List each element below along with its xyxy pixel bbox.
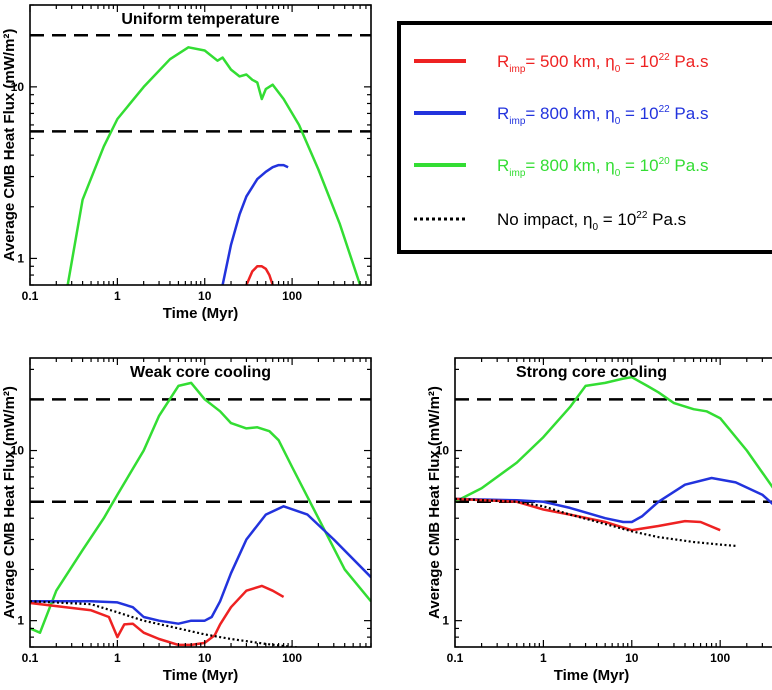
legend-text-sup: 22 [636,210,648,221]
legend-text-sub-a: imp [509,64,526,75]
chart-title: Strong core cooling [516,364,667,381]
y-axis-label: Average CMB Heat Flux (mW/m²) [1,386,18,619]
legend-text-text-b: = 800 km, η [525,156,614,175]
plot-frame [29,4,372,286]
legend-text-sub-b: 0 [615,116,621,127]
x-tick-label: 1 [540,651,547,665]
legend-text-sub-b: 0 [615,64,621,75]
series-line-blue [30,505,371,625]
x-tick-label: 10 [625,651,639,665]
legend-label-black: No impact, η0 = 1022 Pa.s [497,210,686,233]
legend-text-sub-a: imp [509,168,526,179]
y-tick-label: 10 [11,444,25,458]
chart-title: Uniform temperature [121,11,279,28]
series-line-blue [221,163,289,285]
chart-panel-1: 0.1 1 10 100 1 10 Uniform temperature Time (Myr… [1,4,372,322]
y-axis-label: Average CMB Heat Flux (mW/m²) [1,29,18,262]
y-tick-label: 10 [436,444,450,458]
legend-text-sup: 22 [659,104,671,115]
x-axis-label: Time (Myr) [163,667,239,684]
legend-text-text-c: = 10 [620,104,658,123]
x-tick-label: 1 [114,289,121,303]
legend-label-red: Rimp= 500 km, η0 = 1022 Pa.s [497,52,708,75]
legend-text-sub-a: imp [509,116,526,127]
legend-text-text-c: = 10 [620,52,658,71]
y-tick-label: 1 [442,614,449,628]
x-tick-label: 100 [282,289,302,303]
series-line-green [30,381,371,634]
legend-text-sup: 22 [659,52,671,63]
x-tick-label: 0.1 [447,651,464,665]
x-tick-label: 10 [198,651,212,665]
legend-text-text-b: = 800 km, η [525,104,614,123]
legend-text-text-a: R [497,52,509,71]
x-tick-label: 0.1 [22,289,39,303]
x-tick-label: 10 [198,289,212,303]
legend-text-text-b: = 500 km, η [525,52,614,71]
legend-text-text-c: = 10 [598,210,636,229]
x-tick-label: 100 [710,651,730,665]
series-line-red [30,584,285,647]
y-axis-label: Average CMB Heat Flux (mW/m²) [426,386,443,619]
series-line-red [245,265,274,285]
y-tick-label: 1 [17,614,24,628]
legend-text-text-d: Pa.s [670,104,709,123]
legend-text-text-b: No impact, η [497,210,592,229]
legend-text-text-d: Pa.s [670,52,709,71]
legend-text-text-a: R [497,156,509,175]
series-line-green [66,46,362,285]
legend-text-text-c: = 10 [620,156,658,175]
legend-text-text-d: Pa.s [670,156,709,175]
chart-panel-2: 0.1 1 10 100 1 10 Weak core cooling Time (Myr) A… [1,357,372,684]
series-line-red [455,497,721,532]
legend-text-sup: 20 [659,156,671,167]
legend-text-text-d: Pa.s [647,210,686,229]
x-tick-label: 100 [282,651,302,665]
y-tick-label: 10 [11,80,25,94]
series-line-blue [455,476,772,524]
legend-text-sub-b: 0 [592,222,598,233]
chart-panel-3: 0.1 1 10 100 1 10 Strong core cooling Time (Myr… [426,357,772,684]
chart-title: Weak core cooling [130,364,271,381]
series-line-green [455,375,772,503]
x-axis-label: Time (Myr) [554,667,630,684]
x-tick-label: 0.1 [22,651,39,665]
legend-label-green: Rimp= 800 km, η0 = 1020 Pa.s [497,156,708,179]
x-tick-label: 1 [114,651,121,665]
series-line-black [455,497,736,547]
y-tick-label: 1 [17,251,24,265]
x-axis-label: Time (Myr) [163,305,239,322]
legend-text-text-a: R [497,104,509,123]
legend-label-blue: Rimp= 800 km, η0 = 1022 Pa.s [497,104,708,127]
legend-text-sub-b: 0 [615,168,621,179]
